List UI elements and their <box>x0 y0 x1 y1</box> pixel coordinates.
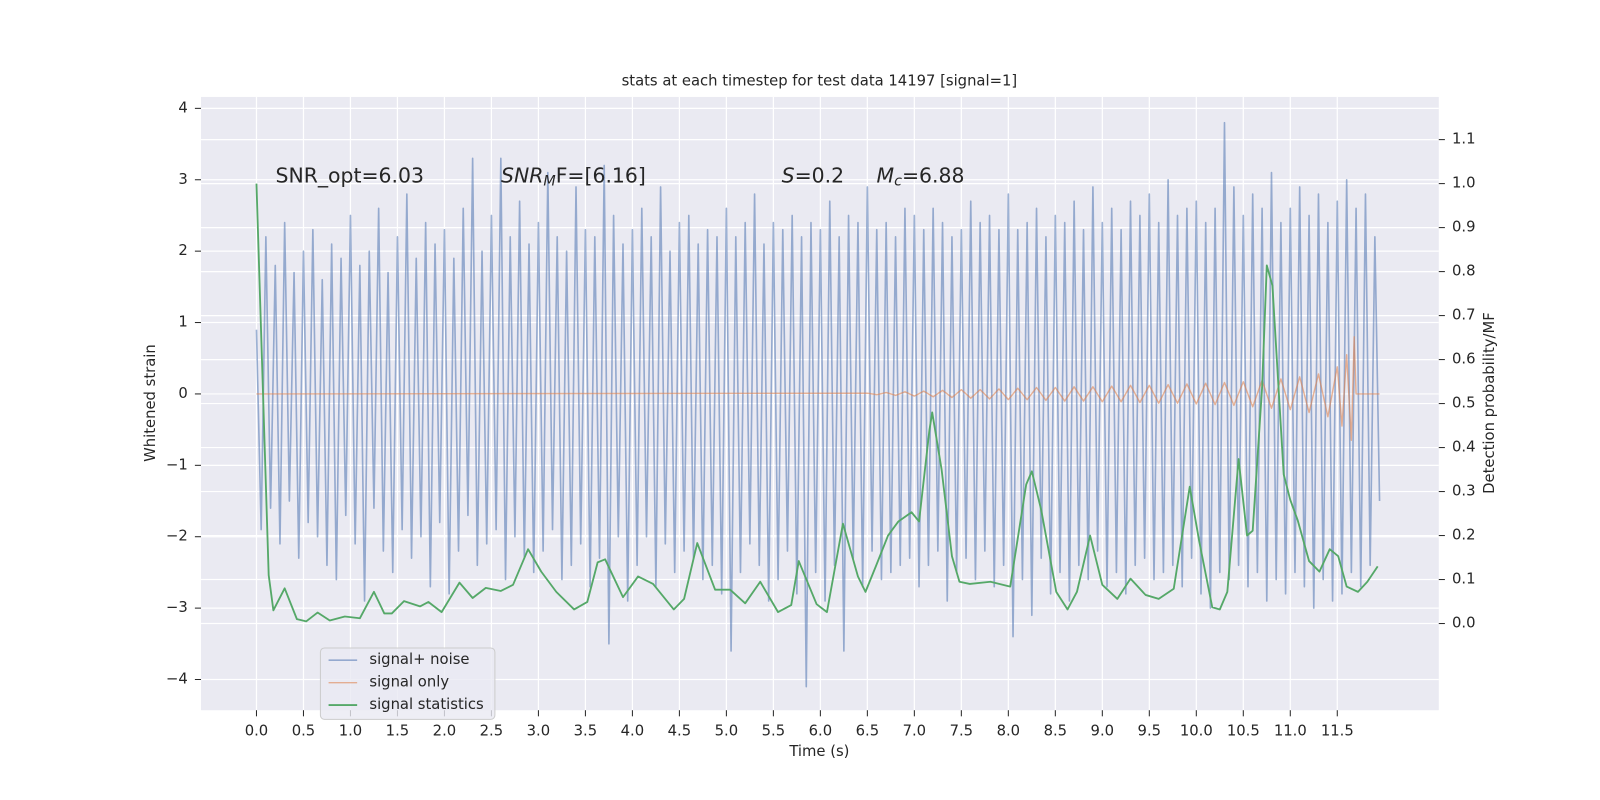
y2-tick-label: 0.2 <box>1452 527 1476 544</box>
annotation-part: SNR <box>501 164 543 188</box>
x-tick-label: 5.0 <box>715 723 739 740</box>
annotation: S=0.2 <box>782 164 844 188</box>
annotation-part: M <box>543 174 555 190</box>
annotation: SNRMF=[6.16] <box>501 164 646 190</box>
series-layer <box>255 121 1381 688</box>
x-tick-label: 7.0 <box>903 723 927 740</box>
x-tick-label: 6.5 <box>856 723 880 740</box>
y2-tick-label: 0.4 <box>1452 439 1476 456</box>
x-axis-label: Time (s) <box>788 743 849 760</box>
y-tick-label: 0 <box>178 385 187 402</box>
y2-tick-label: 0.0 <box>1452 615 1476 632</box>
y2-tick-label: 0.1 <box>1452 571 1476 588</box>
series-line <box>255 183 1379 623</box>
x-tick-label: 7.5 <box>950 723 974 740</box>
y-tick-label: 3 <box>178 171 187 188</box>
annotation-part: SNR_opt=6.03 <box>276 164 424 189</box>
x-tick-label: 3.5 <box>574 723 598 740</box>
x-tick-label: 1.0 <box>339 723 363 740</box>
x-tick-label: 11.0 <box>1274 723 1307 740</box>
annotation-part: S <box>782 164 795 188</box>
series-line <box>256 336 1380 442</box>
legend-label: signal statistics <box>369 696 483 713</box>
annotation-part: c <box>894 174 902 190</box>
y2-tick-label: 1.0 <box>1452 175 1476 192</box>
x-tick-label: 9.5 <box>1138 723 1162 740</box>
annotation-part: =0.2 <box>795 164 845 188</box>
y-tick-label: −2 <box>166 528 188 545</box>
legend: signal+ noise signal only signal statistic… <box>319 647 496 720</box>
chart-title: stats at each timestep for test data 141… <box>622 73 1018 90</box>
y2-axis-label: Detection probability/MF <box>1481 312 1498 494</box>
y-tick-label: −3 <box>166 599 188 616</box>
y-tick-label: −1 <box>166 456 188 473</box>
x-tick-label: 4.0 <box>621 723 645 740</box>
x-tick-label: 3.0 <box>527 723 551 740</box>
x-tick-label: 10.5 <box>1227 723 1260 740</box>
annotation: SNR_opt=6.03 <box>276 164 424 189</box>
y2-tick-label: 1.1 <box>1452 131 1476 148</box>
y-tick-label: 4 <box>178 99 187 116</box>
x-tick-label: 5.5 <box>762 723 786 740</box>
x-tick-label: 10.0 <box>1180 723 1213 740</box>
y-axis-label: Whitened strain <box>142 344 159 462</box>
y2-tick-label: 0.6 <box>1452 351 1476 368</box>
y-tick-label: 2 <box>178 242 187 259</box>
legend-box <box>319 647 496 720</box>
annotation-part: M <box>877 164 895 188</box>
y2-tick-label: 0.8 <box>1452 263 1476 280</box>
x-tick-label: 8.0 <box>997 723 1021 740</box>
x-tick-label: 8.5 <box>1044 723 1068 740</box>
x-tick-label: 2.0 <box>433 723 457 740</box>
legend-label: signal+ noise <box>369 651 469 668</box>
x-tick-label: 11.5 <box>1321 723 1354 740</box>
legend-label: signal only <box>369 674 449 691</box>
x-tick-label: 1.5 <box>386 723 410 740</box>
y-tick-label: 1 <box>178 314 187 331</box>
y2-tick-label: 0.3 <box>1452 483 1476 500</box>
x-tick-label: 6.0 <box>809 723 833 740</box>
y2-tick-label: 0.9 <box>1452 219 1476 236</box>
annotation-part: F=[6.16] <box>556 164 646 188</box>
x-tick-label: 9.0 <box>1091 723 1115 740</box>
labels: 0.0 0.5 1.0 1.5 2.0 2.5 3.0 3.5 4.0 4.5 5.0 5.5 6.0 6… <box>166 99 1476 739</box>
annotation-part: =6.88 <box>902 164 965 188</box>
y2-tick-label: 0.5 <box>1452 395 1476 412</box>
x-tick-label: 2.5 <box>480 723 504 740</box>
x-tick-label: 4.5 <box>668 723 692 740</box>
x-tick-label: 0.5 <box>292 723 316 740</box>
annotation: Mc=6.88 <box>877 164 965 190</box>
x-tick-label: 0.0 <box>245 723 269 740</box>
y2-tick-label: 0.7 <box>1452 307 1476 324</box>
y-tick-label: −4 <box>166 671 188 688</box>
